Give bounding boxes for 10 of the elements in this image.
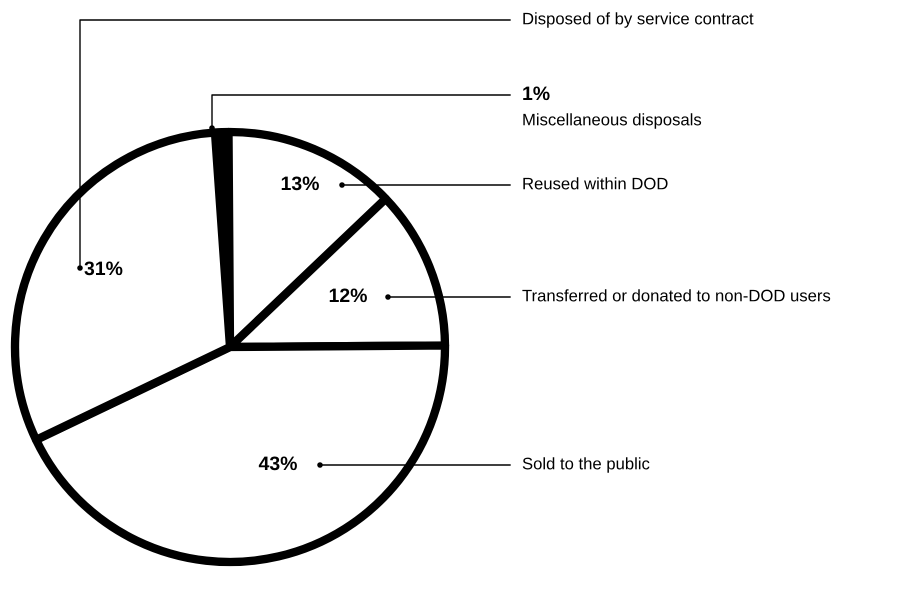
slice-label: Miscellaneous disposals [523,113,702,129]
slice-label: Sold to the public [522,457,650,473]
slice-label: Reused within DOD [523,177,668,190]
data-label: 31% [84,261,122,276]
slice-label: Disposed of by service contract [523,12,754,28]
data-label: 13% [282,176,319,190]
data-label: 1% [523,86,550,100]
data-label: 43% [258,456,297,470]
data-label: 12% [330,288,367,302]
slice-label: Transferred or donated to non-DOD users [522,289,830,302]
